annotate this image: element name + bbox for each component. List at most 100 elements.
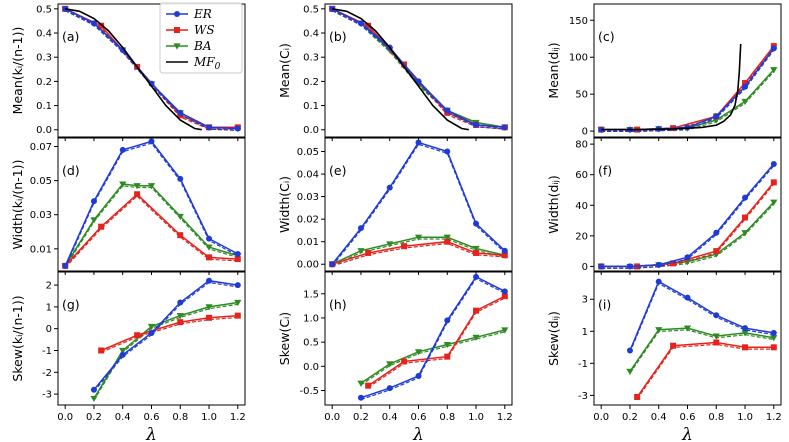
data-point: [473, 249, 480, 256]
data-point: [234, 250, 241, 257]
panel-label: (f): [598, 163, 612, 178]
series-line-dashed: [331, 143, 506, 267]
x-tick-label: 0.6: [144, 412, 160, 423]
legend-label: MF0: [193, 55, 221, 72]
y-tick-label: 3: [582, 295, 588, 306]
series-line: [629, 280, 774, 351]
data-point: [741, 330, 749, 337]
x-tick-label: 0.4: [115, 412, 131, 423]
data-point: [206, 254, 213, 261]
data-point: [401, 243, 408, 250]
data-point: [177, 299, 184, 306]
y-axis-label: Width(Cᵢ): [277, 176, 292, 233]
y-tick-label: 60: [575, 170, 588, 181]
axes-frame: [593, 271, 782, 406]
data-point: [119, 181, 127, 188]
y-tick-label: 0.1: [36, 101, 52, 112]
series-er: [598, 45, 777, 133]
data-point: [626, 368, 634, 375]
data-point: [62, 5, 69, 12]
data-point: [713, 229, 720, 236]
y-tick-label: 0.3: [303, 53, 319, 64]
x-axis-label: λ: [145, 425, 157, 442]
x-tick-label: 0.0: [57, 412, 73, 423]
chart-panel-e: 0.00 0.01 0.02 0.03 0.04 0.05 Width(Cᵢ) (e): [277, 137, 513, 275]
y-axis-label: Skew(dᵢⱼ): [546, 311, 561, 366]
x-tick-label: 1.0: [468, 412, 484, 423]
y-tick-label: 0.01: [297, 237, 319, 248]
series-line-dashed: [100, 316, 238, 353]
chart-panel-h: -0.5 0.0 0.5 1.0 1.5 0.0 0.2 0.4 0.6 0.8 1.0 1.2 Ske…: [277, 271, 513, 442]
y-tick-label: 1.5: [303, 289, 319, 300]
data-point: [177, 232, 184, 239]
y-tick-label: 0.4: [303, 29, 319, 40]
data-point: [501, 247, 508, 254]
data-point: [234, 299, 242, 307]
data-point: [742, 344, 749, 351]
data-point: [365, 22, 372, 29]
series-ws: [98, 312, 241, 354]
data-point: [770, 199, 778, 206]
data-point: [741, 98, 749, 106]
data-point: [386, 361, 394, 368]
data-point: [90, 20, 97, 27]
series-line-dashed: [331, 10, 505, 130]
data-point: [655, 261, 662, 268]
series-line: [65, 8, 202, 131]
data-point: [770, 344, 777, 351]
y-tick-label: 1: [46, 302, 52, 313]
data-point: [148, 330, 155, 337]
series-line: [331, 8, 505, 129]
chart-panel-f: 0 20 40 60 80 Width(dᵢⱼ) (f): [546, 137, 782, 275]
series-line: [601, 47, 775, 131]
series-line-dashed: [636, 343, 774, 400]
axes-frame: [324, 3, 513, 138]
series-line-dashed: [64, 195, 238, 269]
data-point: [177, 109, 184, 116]
data-point: [386, 385, 393, 392]
y-tick-label: 0.5: [36, 4, 52, 15]
y-tick-label: 0.1: [303, 101, 319, 112]
series-ba: [61, 181, 242, 270]
data-point: [472, 334, 480, 341]
series-line-dashed: [629, 329, 774, 374]
data-point: [742, 194, 749, 201]
data-point: [401, 358, 408, 365]
y-tick-label: -0.5: [299, 386, 319, 397]
chart-panel-g: -3 -2 -1 0 1 2 0.0 0.2 0.4 0.6 0.8 1.0 1.2 Skew(kᵢ/(n…: [10, 271, 246, 442]
legend-marker: [174, 11, 180, 17]
y-tick-label: 0.03: [30, 210, 52, 221]
data-point: [386, 241, 394, 248]
data-point: [501, 327, 509, 334]
series-ws: [598, 43, 777, 133]
data-point: [770, 160, 777, 167]
data-point: [90, 198, 97, 205]
data-point: [357, 248, 365, 255]
data-point: [147, 183, 156, 190]
data-point: [357, 394, 364, 401]
series-line-dashed: [331, 10, 505, 130]
x-tick-label: 1.2: [766, 412, 782, 423]
series-line-dashed: [601, 47, 775, 132]
series-ws: [365, 293, 508, 389]
data-point: [90, 217, 98, 224]
data-point: [234, 125, 241, 132]
y-tick-label: 0.2: [36, 77, 52, 88]
chart-panel-d: 0.01 0.03 0.05 0.07 Width(kᵢ/(n-1)) (d): [10, 137, 246, 275]
data-point: [205, 304, 213, 311]
y-axis-label: Skew(kᵢ/(n-1)): [10, 295, 25, 381]
data-point: [206, 277, 213, 284]
data-point: [473, 273, 480, 280]
y-tick-label: 0.4: [36, 29, 52, 40]
data-point: [626, 347, 633, 354]
data-point: [119, 347, 127, 355]
y-tick-label: 0: [582, 262, 588, 273]
data-point: [501, 293, 508, 300]
legend-entry-ba: BA: [166, 39, 212, 53]
legend-marker: [174, 27, 180, 33]
data-point: [444, 238, 451, 245]
y-tick-label: 0.02: [297, 215, 319, 226]
y-axis-label: Skew(Cᵢ): [277, 312, 292, 365]
legend-entry-mf0: MF0: [166, 55, 221, 72]
data-point: [415, 139, 422, 146]
